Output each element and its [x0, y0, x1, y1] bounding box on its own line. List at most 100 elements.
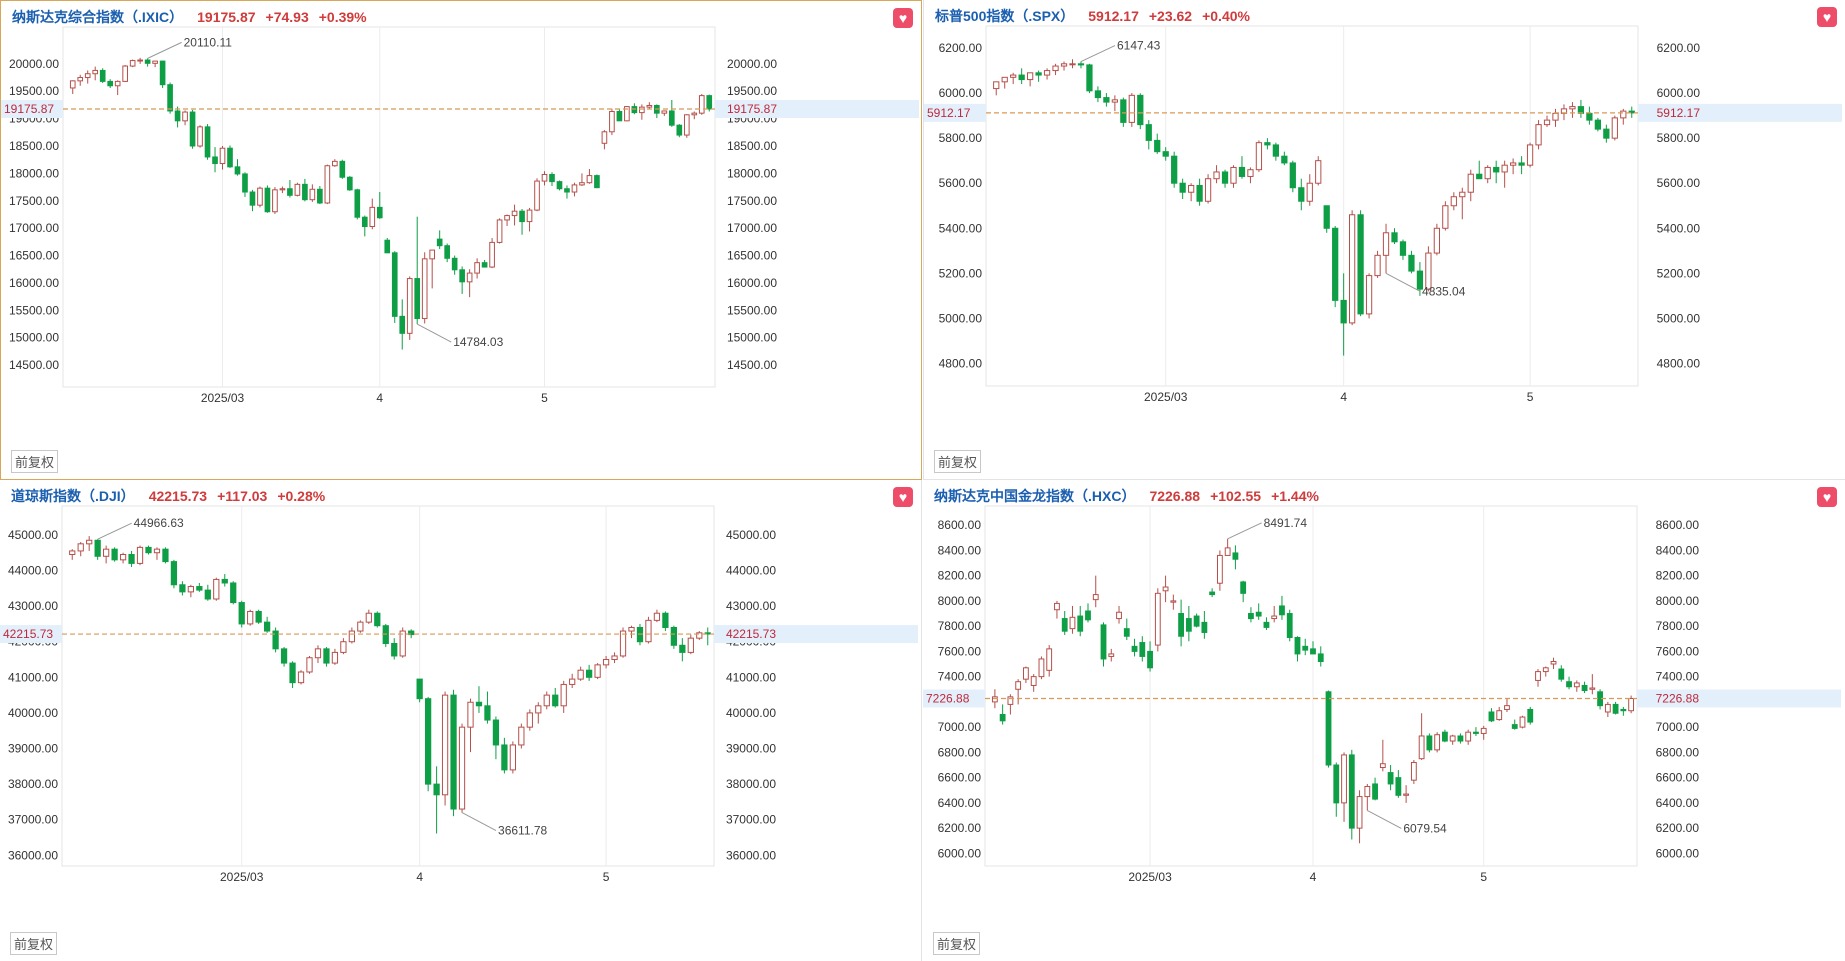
- index-name[interactable]: 道琼斯指数（.DJI）: [11, 488, 135, 504]
- candle-body: [993, 81, 1000, 90]
- candle-body: [489, 241, 495, 268]
- last-price-tag: [1, 99, 63, 118]
- last-price: 19175.87: [197, 9, 256, 25]
- favorite-heart-icon[interactable]: ♥: [1817, 7, 1837, 27]
- candle-body: [679, 644, 686, 653]
- price-adjust-button[interactable]: 前复权: [934, 450, 982, 473]
- chart-panel-0[interactable]: 2025/03 4 5 14500.00 14500.00 15000.00 15000.0…: [0, 0, 922, 480]
- x-tick-label: 4: [1310, 870, 1317, 884]
- candle-body: [1476, 173, 1483, 180]
- candle-body: [1060, 63, 1068, 67]
- candle-body: [323, 648, 330, 664]
- index-name[interactable]: 标普500指数（.SPX）: [935, 8, 1075, 24]
- y-tick-label-left: 41000.00: [8, 670, 58, 684]
- y-tick-label-right: 37000.00: [726, 813, 776, 827]
- candle-body: [1434, 734, 1441, 751]
- candle-body: [1038, 658, 1045, 678]
- x-tick-label: 5: [603, 870, 610, 884]
- candle-body: [324, 165, 331, 204]
- candle-body: [1543, 119, 1551, 126]
- candle-body: [1271, 615, 1278, 620]
- candle-body: [414, 278, 421, 320]
- candle-body: [1255, 611, 1262, 617]
- candle-body: [279, 188, 286, 191]
- candle-body: [406, 278, 413, 334]
- candle-body: [1379, 763, 1386, 769]
- price-change: +74.93: [265, 9, 309, 25]
- chart-panel-3[interactable]: 2025/03 4 5 6000.00 6000.00 6200.00 6200.00 640…: [923, 480, 1845, 961]
- candle-body: [1139, 642, 1146, 657]
- price-adjust-button[interactable]: 前复权: [933, 932, 981, 955]
- y-tick-label-left: 20000.00: [9, 57, 59, 71]
- favorite-heart-icon[interactable]: ♥: [1817, 487, 1837, 507]
- candle-body: [999, 714, 1006, 722]
- y-tick-label-left: 5000.00: [939, 311, 983, 325]
- price-adjust-button[interactable]: 前复权: [10, 932, 58, 955]
- candle-body: [86, 539, 93, 545]
- chart-panel-1[interactable]: 2025/03 4 5 4800.00 4800.00 5000.00 5000.00 520…: [923, 0, 1845, 480]
- last-price: 5912.17: [1088, 8, 1139, 24]
- low-marker-line: [1367, 810, 1402, 829]
- candle-body: [152, 60, 158, 64]
- candle-body: [519, 210, 525, 223]
- candle-body: [272, 630, 279, 650]
- y-tick-label-left: 6400.00: [938, 796, 982, 810]
- candle-body: [556, 181, 563, 190]
- candle-body: [346, 176, 353, 191]
- candle-body: [492, 719, 500, 746]
- y-tick-label-right: 15500.00: [727, 303, 777, 317]
- price-adjust-button[interactable]: 前复权: [11, 450, 59, 473]
- y-tick-label-left: 37000.00: [8, 813, 58, 827]
- candle-body: [1426, 735, 1433, 751]
- y-tick-label-right: 7600.00: [1656, 644, 1700, 658]
- candle-body: [174, 110, 181, 122]
- candle-body: [1459, 191, 1466, 198]
- plot-frame: [984, 505, 1638, 867]
- candle-body: [616, 111, 623, 122]
- chart-panel-2[interactable]: 2025/03 4 5 36000.00 36000.00 37000.00 37000.0…: [0, 480, 922, 961]
- candle-body: [1612, 703, 1619, 714]
- candle-body: [504, 215, 510, 221]
- candle-body: [586, 175, 593, 184]
- x-tick-label: 4: [416, 870, 423, 884]
- y-tick-label-left: 39000.00: [8, 742, 58, 756]
- candle-body: [1519, 716, 1526, 728]
- candle-body: [1120, 99, 1127, 123]
- candle-body: [1264, 142, 1271, 146]
- candle-body: [1035, 72, 1042, 76]
- y-tick-label-right: 8400.00: [1656, 543, 1700, 557]
- last-price-tag: [714, 625, 918, 644]
- candle-body: [1473, 731, 1479, 734]
- y-tick-label-left: 38000.00: [8, 777, 58, 791]
- candlestick-chart: 2025/03 4 5 14500.00 14500.00 15000.00 15000.0…: [1, 26, 919, 405]
- favorite-heart-icon[interactable]: ♥: [893, 487, 913, 507]
- y-tick-label-right: 41000.00: [726, 670, 776, 684]
- candle-body: [128, 554, 135, 564]
- last-price-tag-label: 5912.17: [927, 106, 971, 120]
- candle-body: [1433, 227, 1440, 254]
- candle-body: [302, 183, 308, 201]
- last-price-tag: [1638, 103, 1842, 122]
- candle-body: [1128, 94, 1135, 123]
- candle-body: [1154, 592, 1161, 646]
- candle-body: [1391, 232, 1398, 243]
- candle-body: [628, 626, 635, 632]
- candle-body: [391, 643, 398, 657]
- high-marker-line: [1227, 522, 1262, 540]
- index-name[interactable]: 纳斯达克综合指数（.IXIC）: [12, 9, 184, 25]
- candle-body: [1216, 554, 1223, 584]
- y-tick-label-left: 8000.00: [938, 594, 982, 608]
- high-value-label: 44966.63: [134, 516, 184, 530]
- candle-body: [1085, 610, 1091, 621]
- candle-body: [1310, 648, 1316, 655]
- price-change: +117.03: [217, 488, 268, 504]
- candle-body: [1221, 171, 1229, 184]
- candle-body: [1340, 299, 1347, 324]
- candle-body: [1566, 681, 1572, 688]
- index-name[interactable]: 纳斯达克中国金龙指数（.HXC）: [934, 488, 1136, 504]
- candle-body: [1357, 214, 1364, 315]
- favorite-heart-icon[interactable]: ♥: [893, 8, 913, 28]
- price-change: +102.55: [1210, 488, 1262, 504]
- candle-body: [399, 630, 406, 657]
- candle-body: [77, 543, 84, 552]
